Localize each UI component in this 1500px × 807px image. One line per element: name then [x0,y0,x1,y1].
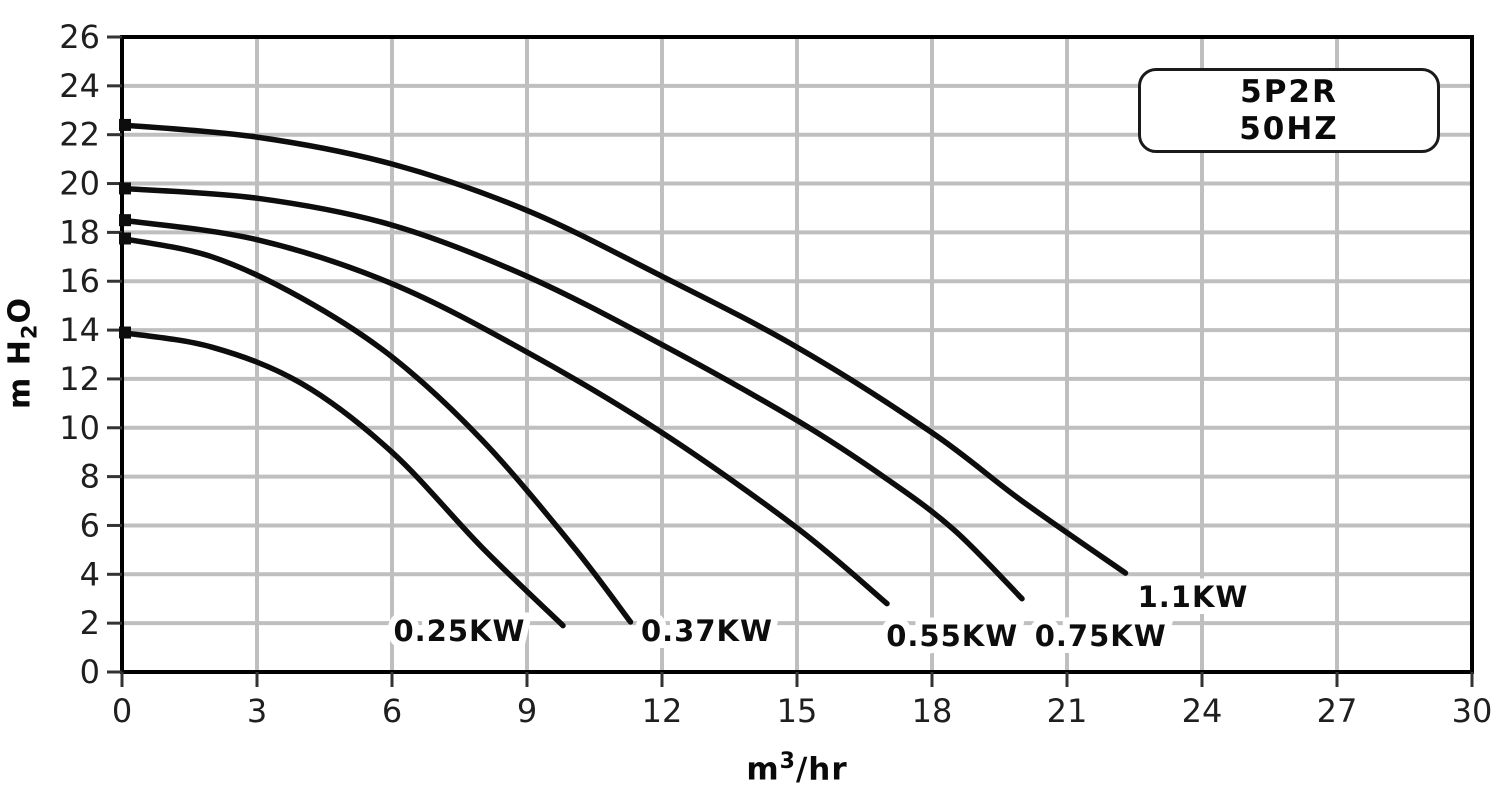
y-tick-label: 10 [59,409,100,447]
model-name: 5P2R [1240,74,1338,111]
x-tick-label: 0 [112,692,132,730]
y-tick-label: 6 [80,506,100,544]
pump-curve-025kw [119,329,566,629]
curve-label: 0.37KW [641,614,773,648]
y-tick-label: 24 [59,67,100,105]
curve-label: 0.75KW [1035,619,1167,653]
y-tick-label: 12 [59,360,100,398]
curve-label: 1.1KW [1138,580,1249,614]
y-tick-label: 4 [80,555,100,593]
pump-curve-11kw [119,122,1129,576]
curve-start-marker [119,118,131,131]
y-tick-label: 0 [80,653,100,691]
y-tick-label: 26 [59,18,100,56]
y-tick-label: 18 [59,213,100,251]
y-tick-label: 8 [80,458,100,496]
curve-label: 0.25KW [393,614,525,648]
y-tick-label: 14 [59,311,100,349]
curve-start-marker [119,182,131,195]
pump-curve-055kw [119,217,890,607]
y-tick-label: 22 [59,116,100,154]
x-tick-label: 21 [1047,692,1088,730]
y-tick-label: 2 [80,604,100,642]
curve-start-marker [119,326,131,339]
curve-label: 0.55KW [886,619,1018,653]
x-tick-label: 27 [1317,692,1358,730]
x-tick-label: 12 [642,692,683,730]
frequency-label: 50HZ [1239,110,1339,147]
pump-curve-037kw [119,235,634,625]
x-tick-label: 24 [1182,692,1223,730]
x-tick-label: 30 [1452,692,1493,730]
y-tick-label: 16 [59,262,100,300]
curve-start-marker [119,232,131,245]
x-tick-label: 6 [382,692,402,730]
x-tick-label: 3 [247,692,267,730]
curve-start-marker [119,214,131,227]
x-tick-label: 9 [517,692,537,730]
x-tick-label: 15 [777,692,818,730]
x-tick-label: 18 [912,692,953,730]
x-axis-title: m3/hr [746,749,848,788]
y-tick-label: 20 [59,165,100,203]
pump-curve-075kw [119,185,1025,602]
model-legend-box: 5P2R 50HZ [1138,68,1440,153]
y-axis-title: m H2O [2,297,42,409]
